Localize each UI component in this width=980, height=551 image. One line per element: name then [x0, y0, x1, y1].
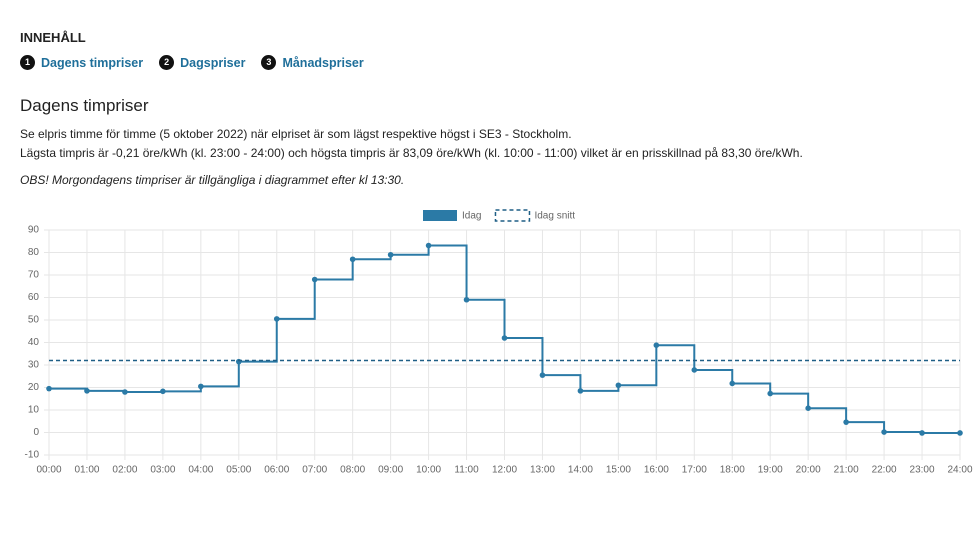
x-tick-label: 21:00 [834, 465, 859, 476]
x-tick-label: 04:00 [188, 465, 213, 476]
x-tick-label: 00:00 [36, 465, 61, 476]
x-tick-label: 10:00 [416, 465, 441, 476]
x-tick-label: 03:00 [150, 465, 175, 476]
point [539, 372, 546, 378]
x-tick-label: 14:00 [568, 465, 593, 476]
y-tick-label: 50 [28, 315, 40, 326]
legend-swatch [494, 209, 531, 222]
y-tick-label: 40 [28, 337, 40, 348]
point [957, 430, 963, 436]
x-tick-label: 12:00 [492, 465, 517, 476]
y-tick-label: 60 [28, 292, 40, 303]
point [84, 388, 90, 394]
chart: -10 0 10 20 30 40 50 60 70 80 90 00:00 01:00 02:00 03:… [25, 209, 973, 476]
toc-link[interactable]: Dagens timpriser [41, 55, 144, 70]
x-tick-label: 19:00 [758, 465, 783, 476]
point [881, 429, 887, 435]
y-tick-label: 0 [33, 427, 39, 438]
x-tick-label: 16:00 [644, 465, 669, 476]
point [919, 430, 925, 436]
point [46, 385, 52, 392]
x-tick-label: 13:00 [530, 465, 555, 476]
x-tick-label: 15:00 [606, 465, 631, 476]
point [387, 251, 394, 258]
y-tick-label: 80 [28, 247, 40, 258]
x-tick-label: 11:00 [454, 465, 479, 476]
point [577, 388, 584, 394]
x-tick-label: 02:00 [112, 465, 137, 476]
point [349, 256, 356, 263]
point [767, 390, 774, 397]
point [615, 382, 622, 389]
x-tick-label: 06:00 [264, 465, 289, 476]
x-tick-label: 17:00 [682, 465, 707, 476]
point [311, 276, 318, 283]
point [235, 358, 242, 365]
legend-label: Idag snitt [534, 211, 575, 222]
paragraph: Lägsta timpris är -0,21 öre/kWh (kl. 23:… [20, 146, 803, 160]
point [463, 296, 470, 303]
legend-label: Idag [462, 211, 481, 222]
x-tick-label: 18:00 [720, 465, 745, 476]
point [805, 405, 811, 411]
point [273, 316, 280, 322]
point [160, 388, 166, 395]
note: OBS! Morgondagens timpriser är tillgängl… [20, 173, 405, 187]
y-tick-label: -10 [25, 450, 40, 461]
toc-item[interactable]: 3 Månadspriser [261, 55, 364, 70]
x-tick-label: 07:00 [302, 465, 327, 476]
x-tick-label: 08:00 [340, 465, 365, 476]
y-tick-label: 10 [28, 405, 40, 416]
point [198, 383, 204, 390]
point [691, 367, 698, 373]
toc-num: 1 [20, 55, 35, 70]
x-tick-label: 09:00 [378, 465, 403, 476]
legend-swatch [423, 210, 457, 221]
x-tick-label: 05:00 [226, 465, 251, 476]
point [122, 389, 128, 395]
y-tick-label: 30 [28, 360, 40, 371]
x-tick-label: 01:00 [74, 465, 99, 476]
toc: 1 Dagens timpriser 2 Dagspriser 3 Månadspri… [20, 55, 364, 70]
point [729, 380, 736, 387]
x-tick-label: 23:00 [910, 465, 935, 476]
point [843, 419, 849, 425]
y-tick-label: 70 [28, 270, 40, 281]
y-tick-label: 20 [28, 382, 40, 393]
x-tick-label: 20:00 [796, 465, 821, 476]
toc-item[interactable]: 2 Dagspriser [159, 55, 245, 70]
point [501, 335, 508, 341]
toc-item[interactable]: 1 Dagens timpriser [20, 55, 143, 70]
toc-title: INNEHÅLL [20, 30, 86, 45]
toc-num: 2 [159, 55, 175, 70]
section-heading: Dagens timpriser [20, 96, 149, 115]
y-tick-label: 90 [28, 225, 40, 236]
toc-link[interactable]: Dagspriser [180, 55, 246, 70]
toc-num: 3 [261, 55, 277, 70]
x-tick-label: 24:00 [947, 465, 972, 476]
point [653, 342, 660, 348]
toc-link[interactable]: Månadspriser [282, 55, 364, 70]
point [425, 242, 432, 249]
paragraph: Se elpris timme för timme (5 oktober 202… [20, 127, 572, 141]
x-tick-label: 22:00 [872, 465, 897, 476]
